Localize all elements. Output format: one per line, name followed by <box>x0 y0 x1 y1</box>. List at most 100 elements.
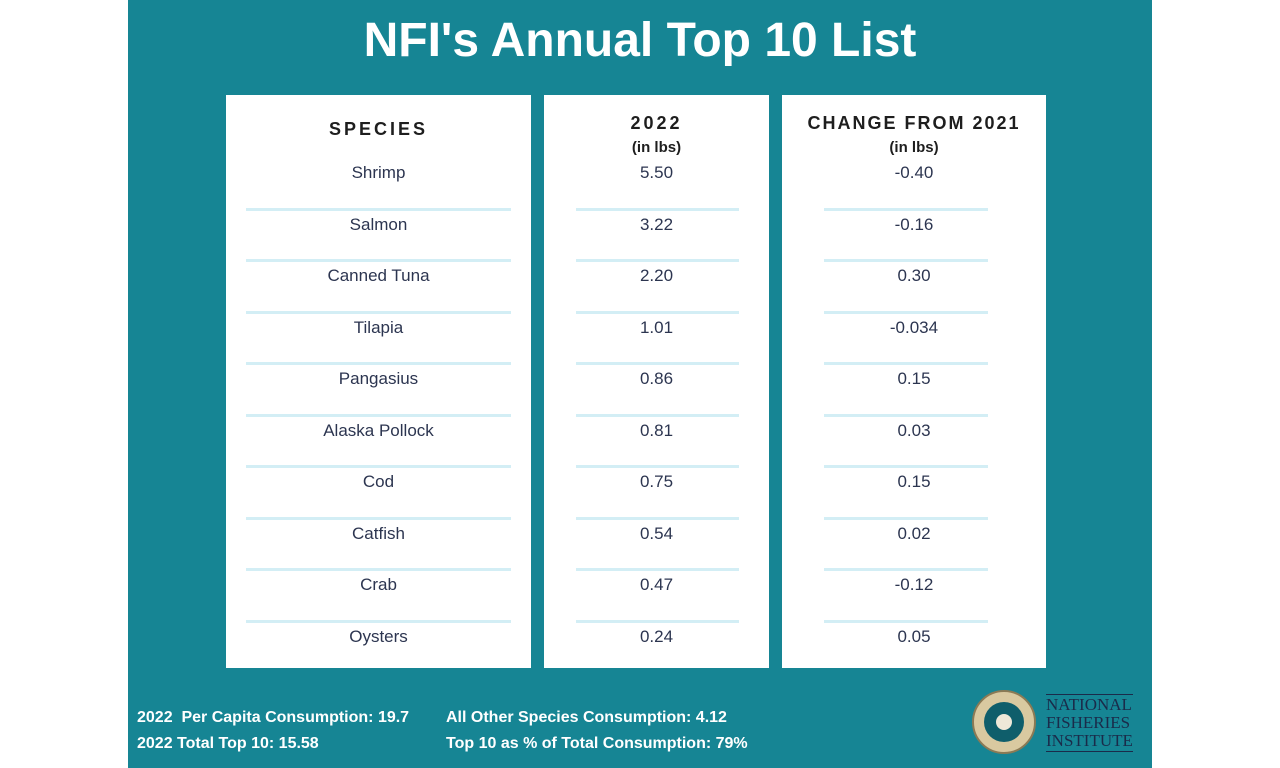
change-list: -0.40 -0.16 0.30 -0.034 0.15 0.03 0.15 0.02 -0.1… <box>782 159 1046 674</box>
table-row: 3.22 <box>544 211 769 262</box>
table-row: Tilapia <box>226 314 531 365</box>
table-row: 0.15 <box>782 468 1046 520</box>
change-cell: 0.15 <box>897 369 931 388</box>
top10-percent: Top 10 as % of Total Consumption: 79% <box>446 735 748 752</box>
table-row: -0.12 <box>782 571 1046 623</box>
other-species-consumption: All Other Species Consumption: 4.12 <box>446 709 727 726</box>
table-row: 0.75 <box>544 468 769 520</box>
change-unit: (in lbs) <box>889 139 939 156</box>
row-divider <box>824 259 988 262</box>
table-row: -0.40 <box>782 159 1046 211</box>
species-cell: Tilapia <box>353 317 404 337</box>
row-divider <box>576 516 739 520</box>
logo-line-2: FISHERIES <box>1046 713 1131 732</box>
table-row: Salmon <box>226 211 531 262</box>
page-title: NFI's Annual Top 10 List <box>363 14 917 67</box>
footer-right: All Other Species Consumption: 4.12 Top … <box>446 705 748 757</box>
row-divider <box>246 516 511 520</box>
compass-seal-icon <box>972 690 1036 754</box>
table-row: 0.15 <box>782 365 1046 417</box>
row-divider <box>824 516 988 520</box>
row-divider <box>246 413 511 417</box>
table-row: 0.05 <box>782 623 1046 675</box>
y2022-cell: 3.22 <box>639 214 674 234</box>
change-cell: 0.15 <box>897 472 931 491</box>
nfi-logo: NATIONAL FISHERIES INSTITUTE <box>966 684 1146 760</box>
per-capita-consumption: 2022 Per Capita Consumption: 19.7 <box>137 709 410 726</box>
row-divider <box>576 362 739 365</box>
y2022-cell: 0.47 <box>639 575 674 594</box>
table-row: 0.03 <box>782 417 1046 468</box>
species-cell: Alaska Pollock <box>323 420 434 440</box>
footer-left: 2022 Per Capita Consumption: 19.7 2022 T… <box>137 705 409 757</box>
row-divider <box>246 619 511 623</box>
change-cell: -0.16 <box>894 214 934 234</box>
y2022-cell: 1.01 <box>639 317 674 337</box>
y2022-cell: 2.20 <box>639 266 674 285</box>
change-panel: CHANGE FROM 2021 (in lbs) -0.40 -0.16 0.30… <box>782 95 1046 668</box>
year-2022-panel: 2022 (in lbs) 5.50 3.22 2.20 1.01 0.86 0.81 0.… <box>544 95 769 668</box>
year-2022-list: 5.50 3.22 2.20 1.01 0.86 0.81 0.75 0.54 0.47 0.24 <box>544 159 769 674</box>
table-row: 0.24 <box>544 623 769 675</box>
y2022-cell: 0.86 <box>639 369 674 388</box>
row-divider <box>576 207 739 211</box>
table-row: Canned Tuna <box>226 262 531 314</box>
table-row: Pangasius <box>226 365 531 417</box>
table-row: 0.47 <box>544 571 769 623</box>
year-2022-header: 2022 <box>630 113 683 133</box>
species-cell: Oysters <box>349 626 408 646</box>
row-divider <box>246 259 511 262</box>
change-cell: -0.12 <box>894 575 934 594</box>
species-cell: Canned Tuna <box>327 266 430 285</box>
row-divider <box>576 568 739 571</box>
row-divider <box>824 568 988 571</box>
row-divider <box>246 362 511 365</box>
y2022-cell: 0.24 <box>639 626 674 646</box>
species-panel: SPECIES Shrimp Salmon Canned Tuna Tilapia Pa… <box>226 95 531 668</box>
table-row: 0.02 <box>782 520 1046 571</box>
species-cell: Pangasius <box>338 369 419 388</box>
table-row: Crab <box>226 571 531 623</box>
logo-line-1: NATIONAL <box>1046 695 1132 714</box>
change-cell: 0.30 <box>897 266 931 285</box>
species-header: SPECIES <box>328 119 429 139</box>
table-row: -0.16 <box>782 211 1046 262</box>
logo-wordmark: NATIONAL FISHERIES INSTITUTE <box>1046 694 1133 752</box>
table-row: Catfish <box>226 520 531 571</box>
row-divider <box>246 465 511 468</box>
row-divider <box>824 207 988 211</box>
table-row: 0.54 <box>544 520 769 571</box>
year-2022-unit: (in lbs) <box>631 139 682 156</box>
table-row: Shrimp <box>226 159 531 211</box>
infographic-board: NFI's Annual Top 10 List SPECIES Shrimp S… <box>128 0 1152 768</box>
row-divider <box>576 619 739 623</box>
species-cell: Cod <box>362 472 395 491</box>
table-row: 1.01 <box>544 314 769 365</box>
table-row: Oysters <box>226 623 531 675</box>
row-divider <box>576 413 739 417</box>
table-row: 0.86 <box>544 365 769 417</box>
change-cell: 0.02 <box>897 523 931 543</box>
species-cell: Catfish <box>352 523 405 543</box>
table-row: 2.20 <box>544 262 769 314</box>
row-divider <box>824 413 988 417</box>
logo-line-3: INSTITUTE <box>1046 731 1133 750</box>
change-cell: -0.034 <box>889 317 939 337</box>
row-divider <box>246 207 511 211</box>
species-cell: Salmon <box>349 214 408 234</box>
change-cell: 0.03 <box>897 420 931 440</box>
row-divider <box>576 310 739 314</box>
row-divider <box>824 465 988 468</box>
y2022-cell: 0.54 <box>639 523 674 543</box>
species-list: Shrimp Salmon Canned Tuna Tilapia Pangasius A… <box>226 159 531 674</box>
change-cell: 0.05 <box>897 626 931 646</box>
table-row: Cod <box>226 468 531 520</box>
species-cell: Crab <box>360 575 397 594</box>
species-cell: Shrimp <box>351 163 406 182</box>
table-row: 5.50 <box>544 159 769 211</box>
table-row: Alaska Pollock <box>226 417 531 468</box>
table-row: 0.30 <box>782 262 1046 314</box>
y2022-cell: 5.50 <box>639 163 674 182</box>
row-divider <box>824 310 988 314</box>
row-divider <box>824 362 988 365</box>
